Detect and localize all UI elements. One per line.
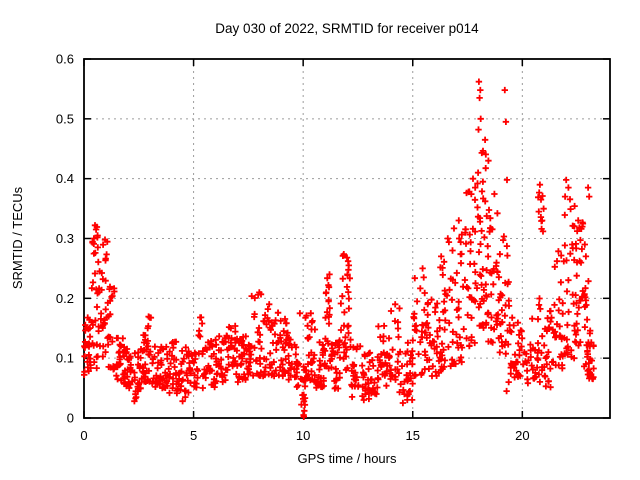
grid-lines — [84, 59, 610, 418]
plot-border — [83, 58, 611, 419]
x-tick-labels: 0 5 10 15 20 — [80, 428, 529, 443]
data-points — [81, 78, 597, 420]
scatter-marker-path — [81, 78, 597, 420]
y-tick-label: 0.4 — [56, 171, 74, 186]
x-tick-label: 15 — [406, 428, 420, 443]
y-axis-label: SRMTID / TECUs — [10, 186, 25, 289]
x-axis-label: GPS time / hours — [298, 451, 397, 466]
x-tick-label: 20 — [515, 428, 529, 443]
y-tick-label: 0.2 — [56, 291, 74, 306]
x-tick-label: 5 — [190, 428, 197, 443]
y-tick-label: 0 — [67, 411, 74, 426]
y-tick-label: 0.3 — [56, 231, 74, 246]
x-tick-label: 10 — [296, 428, 310, 443]
x-tick-label: 0 — [80, 428, 87, 443]
chart-title: Day 030 of 2022, SRMTID for receiver p01… — [215, 21, 479, 36]
y-tick-label: 0.6 — [56, 52, 74, 67]
y-tick-label: 0.1 — [56, 351, 74, 366]
y-tick-label: 0.5 — [56, 111, 74, 126]
y-tick-labels: 0 0.1 0.2 0.3 0.4 0.5 0.6 — [56, 52, 74, 426]
